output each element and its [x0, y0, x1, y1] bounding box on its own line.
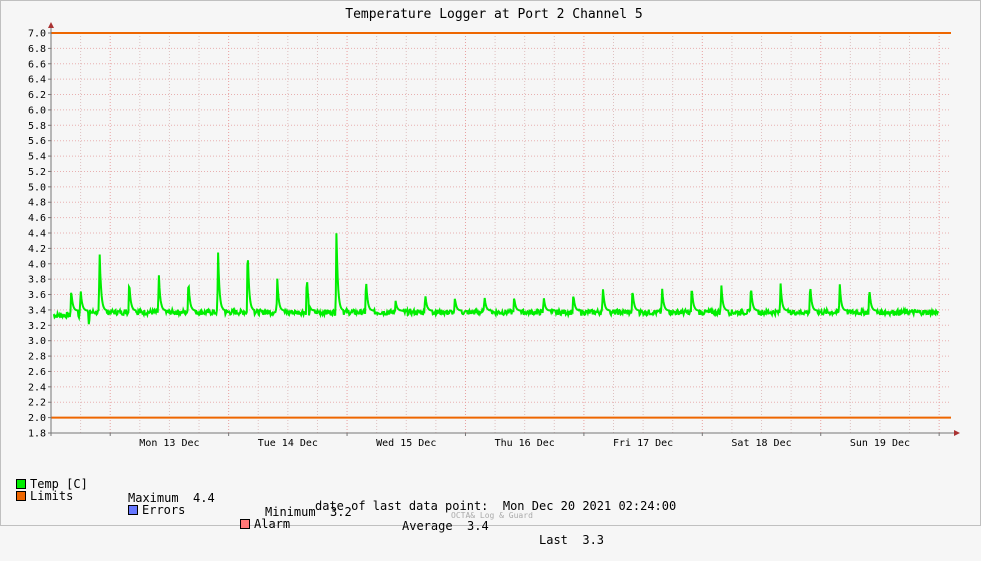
y-tick-label: 2.0	[28, 413, 46, 424]
legend-limits: Limits	[16, 489, 73, 503]
y-tick-label: 6.4	[28, 75, 46, 86]
legend-temp: Temp [C]	[16, 477, 88, 491]
y-tick-label: 1.8	[28, 429, 46, 440]
legend-temp-label: Temp [C]	[30, 477, 88, 491]
y-tick-label: 3.0	[28, 336, 46, 347]
legend-row-2: Limits Errors Alarm	[16, 475, 290, 531]
errors-swatch	[128, 504, 138, 515]
stat-average: Average 3.4	[402, 519, 489, 533]
stat-max-value: 4.4	[193, 491, 215, 505]
y-tick-label: 3.2	[28, 321, 46, 332]
x-tick-label: Tue 14 Dec	[258, 438, 318, 449]
stat-minimum: Minimum 3.2	[265, 505, 352, 519]
alarm-swatch	[240, 518, 250, 529]
x-tick-label: Sun 19 Dec	[850, 438, 910, 449]
y-tick-label: 2.2	[28, 398, 46, 409]
stat-last-value: 3.3	[582, 533, 605, 547]
chart-frame	[0, 0, 981, 526]
stat-min-value: 3.2	[330, 505, 352, 519]
chart-title: Temperature Logger at Port 2 Channel 5	[345, 7, 642, 22]
axes	[48, 22, 960, 436]
legend-alarm-label: Alarm	[254, 517, 291, 531]
y-tick-label: 6.2	[28, 90, 46, 101]
legend-limits-label: Limits	[30, 489, 74, 503]
y-tick-label: 5.0	[28, 182, 46, 193]
x-axis-ticks: Mon 13 Dec Tue 14 Dec Wed 15 Dec Thu 16 Dec…	[109, 433, 940, 449]
stat-last: Last 3.3	[539, 533, 604, 547]
legend-errors-label: Errors	[142, 503, 186, 517]
legend-alarm: Alarm	[240, 517, 290, 531]
x-axis-arrow	[954, 430, 960, 436]
x-tick-label: Sat 18 Dec	[731, 438, 791, 449]
y-tick-label: 5.4	[28, 152, 46, 163]
legend: Temp [C] Maximum 4.4 Minimum 3.2 Average…	[0, 0, 604, 547]
legend-errors: Errors	[128, 503, 185, 517]
x-tick-label: Mon 13 Dec	[139, 438, 199, 449]
last-data-point-label: date of last data point:	[315, 499, 489, 513]
y-tick-label: 4.8	[28, 198, 46, 209]
y-tick-label: 5.8	[28, 121, 46, 132]
temp-series	[52, 233, 939, 325]
chart-area: Temperature Logger at Port 2 Channel 5 1…	[28, 7, 960, 449]
y-tick-label: 7.0	[28, 29, 46, 40]
credit: OCTA& Log & Guard	[451, 511, 533, 520]
y-tick-label: 3.4	[28, 305, 46, 316]
stat-max-label: Maximum	[128, 491, 179, 505]
y-tick-label: 6.0	[28, 105, 46, 116]
y-tick-label: 4.2	[28, 244, 46, 255]
y-tick-label: 6.6	[28, 59, 46, 70]
y-tick-label: 5.2	[28, 167, 46, 178]
stat-avg-label: Average	[402, 519, 453, 533]
stat-last-label: Last	[539, 533, 568, 547]
y-tick-label: 5.6	[28, 136, 46, 147]
stat-min-label: Minimum	[265, 505, 316, 519]
y-tick-label: 6.8	[28, 44, 46, 55]
y-axis-arrow	[48, 22, 54, 28]
x-tick-label: Wed 15 Dec	[376, 438, 436, 449]
stat-maximum: Maximum 4.4	[128, 491, 215, 505]
y-tick-label: 2.6	[28, 367, 46, 378]
y-tick-label: 4.6	[28, 213, 46, 224]
y-axis-ticks: 1.8 2.0 2.2 2.4 2.6 2.8 3.0 3.2 3.4 3.6 3.8 4.0 4.2 4…	[28, 29, 51, 440]
x-tick-label: Thu 16 Dec	[495, 438, 555, 449]
y-tick-label: 3.6	[28, 290, 46, 301]
y-tick-label: 2.4	[28, 382, 46, 393]
y-tick-label: 2.8	[28, 352, 46, 363]
y-tick-label: 4.4	[28, 229, 46, 240]
last-data-point: date of last data point: Mon Dec 20 2021…	[315, 499, 676, 513]
limit-lines	[51, 32, 951, 419]
grid	[50, 32, 951, 434]
y-tick-label: 3.8	[28, 275, 46, 286]
stat-avg-value: 3.4	[467, 519, 489, 533]
temp-swatch	[16, 478, 26, 489]
last-data-point-value: Mon Dec 20 2021 02:24:00	[502, 499, 677, 513]
y-tick-label: 4.0	[28, 259, 46, 270]
x-tick-label: Fri 17 Dec	[613, 438, 673, 449]
limits-swatch	[16, 490, 26, 501]
temp-line	[52, 233, 939, 325]
